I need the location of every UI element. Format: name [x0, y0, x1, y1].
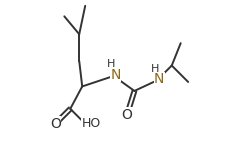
- Text: O: O: [122, 108, 132, 122]
- Text: H: H: [107, 59, 116, 69]
- Text: N: N: [154, 72, 164, 86]
- Text: O: O: [50, 117, 61, 131]
- Text: HO: HO: [82, 117, 101, 130]
- Text: N: N: [111, 67, 121, 81]
- Text: H: H: [150, 64, 159, 74]
